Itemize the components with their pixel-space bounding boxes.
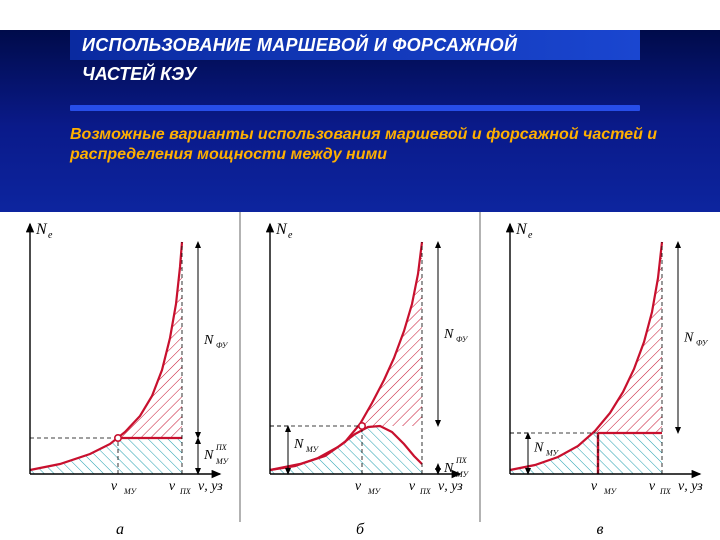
- svg-text:ν, уз: ν, уз: [678, 479, 703, 494]
- svg-text:ν: ν: [169, 479, 176, 494]
- svg-text:МУ: МУ: [367, 487, 382, 496]
- svg-text:e: e: [48, 230, 53, 241]
- svg-text:e: e: [288, 230, 293, 241]
- svg-text:ν: ν: [111, 479, 118, 494]
- title-line-1-text: ИСПОЛЬЗОВАНИЕ МАРШЕВОЙ И ФОРСАЖНОЙ: [82, 35, 517, 56]
- svg-text:ν, уз: ν, уз: [198, 479, 223, 494]
- svg-text:МУ: МУ: [545, 449, 560, 458]
- svg-text:N: N: [275, 221, 288, 238]
- svg-text:МУ: МУ: [215, 457, 230, 466]
- svg-text:б: б: [356, 521, 365, 538]
- slide: ИСПОЛЬЗОВАНИЕ МАРШЕВОЙ И ФОРСАЖНОЙ ЧАСТЕ…: [0, 30, 720, 540]
- chart-strip: Neν, узνМУνПХNФУNМУПХаNeν, узνМУνПХNФУNМ…: [0, 212, 720, 540]
- svg-text:N: N: [443, 461, 454, 476]
- title-line-1: ИСПОЛЬЗОВАНИЕ МАРШЕВОЙ И ФОРСАЖНОЙ: [70, 30, 640, 60]
- svg-text:ν, уз: ν, уз: [438, 479, 463, 494]
- svg-text:ν: ν: [355, 479, 362, 494]
- subtitle: Возможные варианты использования маршево…: [70, 125, 670, 165]
- svg-text:ФУ: ФУ: [696, 339, 709, 348]
- svg-text:ПХ: ПХ: [215, 443, 228, 452]
- panel-a: Neν, узνМУνПХNФУNМУПХа: [30, 212, 240, 538]
- svg-text:N: N: [203, 333, 214, 348]
- svg-text:ФУ: ФУ: [216, 341, 229, 350]
- svg-text:в: в: [597, 521, 604, 538]
- svg-text:МУ: МУ: [305, 445, 320, 454]
- panel-b: Neν, узνМУνПХNФУNМУПХNМУб: [270, 212, 480, 538]
- svg-text:МУ: МУ: [455, 470, 470, 479]
- svg-text:e: e: [528, 230, 533, 241]
- svg-text:N: N: [515, 221, 528, 238]
- svg-text:N: N: [443, 327, 454, 342]
- svg-text:МУ: МУ: [123, 487, 138, 496]
- svg-text:ПХ: ПХ: [455, 456, 468, 465]
- svg-text:N: N: [683, 331, 694, 346]
- svg-text:а: а: [116, 521, 124, 538]
- svg-text:ПХ: ПХ: [659, 487, 672, 496]
- svg-text:ν: ν: [649, 479, 656, 494]
- svg-text:ФУ: ФУ: [456, 335, 469, 344]
- svg-text:N: N: [533, 441, 544, 456]
- svg-text:ν: ν: [409, 479, 416, 494]
- svg-text:МУ: МУ: [603, 487, 618, 496]
- svg-text:ν: ν: [591, 479, 598, 494]
- title-bar: ИСПОЛЬЗОВАНИЕ МАРШЕВОЙ И ФОРСАЖНОЙ ЧАСТЕ…: [70, 30, 640, 85]
- svg-text:N: N: [35, 221, 48, 238]
- svg-text:ПХ: ПХ: [179, 487, 192, 496]
- title-line-2-text: ЧАСТЕЙ КЭУ: [82, 64, 640, 85]
- title-underline: [70, 105, 640, 111]
- panel-v: Neν, узνМУνПХNФУNМУв: [510, 221, 709, 538]
- svg-text:N: N: [293, 437, 304, 452]
- svg-text:N: N: [203, 448, 214, 463]
- chart-svg: Neν, узνМУνПХNФУNМУПХаNeν, узνМУνПХNФУNМ…: [0, 212, 720, 540]
- svg-text:ПХ: ПХ: [419, 487, 432, 496]
